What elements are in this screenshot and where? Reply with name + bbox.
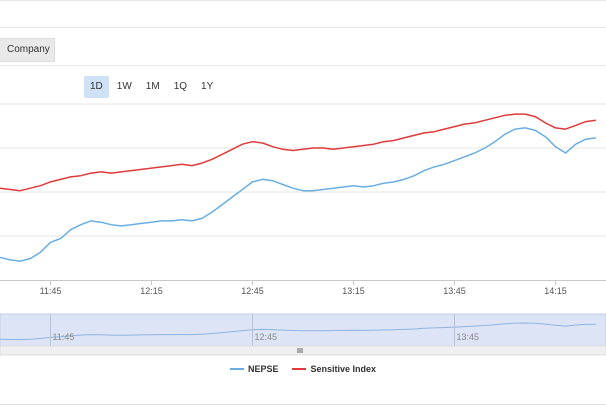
x-tick-label: 11:45 — [40, 286, 62, 296]
x-axis-ticks: 11:45 12:15 12:45 13:15 13:45 14:15 — [40, 280, 567, 296]
chart-legend: NEPSE Sensitive Index — [0, 364, 606, 374]
nepse-series-line — [0, 127, 596, 262]
legend-nepse-swatch — [229, 368, 244, 370]
range-1d-button[interactable]: 1D — [84, 76, 109, 98]
legend-item-nepse[interactable]: NEPSE — [229, 364, 279, 374]
legend-item-sensitive[interactable]: Sensitive Index — [292, 364, 376, 374]
navigator-series-line — [0, 322, 596, 341]
header-divider — [0, 27, 606, 28]
navigator-selection — [0, 313, 606, 347]
company-button[interactable]: Company — [0, 38, 55, 62]
sensitive-index-series-line — [0, 113, 596, 192]
chart-gridlines — [0, 103, 606, 281]
navigator-tick-label: 11:45 — [53, 332, 75, 342]
chart-series — [0, 113, 596, 262]
range-1q-button[interactable]: 1Q — [173, 81, 188, 92]
x-tick-label: 12:15 — [140, 286, 163, 296]
top-border — [0, 0, 606, 1]
navigator-scrollbar — [0, 345, 606, 356]
legend-sensitive-label: Sensitive Index — [310, 364, 377, 374]
x-tick-label: 13:15 — [342, 286, 365, 296]
range-1m-button[interactable]: 1M — [145, 81, 160, 92]
navigator[interactable]: 11:45 12:45 13:45 — [0, 313, 606, 356]
x-tick-label: 14:15 — [544, 286, 567, 296]
x-tick-label: 13:45 — [443, 286, 466, 296]
x-tick-label: 12:45 — [241, 286, 264, 296]
range-1w-button[interactable]: 1W — [116, 81, 132, 92]
navigator-tick-label: 12:45 — [255, 332, 278, 342]
range-1y-button[interactable]: 1Y — [201, 81, 214, 92]
toolbar-divider — [0, 65, 606, 66]
price-chart[interactable]: 11:45 12:15 12:45 13:15 13:45 14:15 11:45 12:4… — [0, 0, 606, 360]
bottom-border — [0, 404, 606, 405]
legend-sensitive-swatch — [292, 368, 307, 370]
legend-nepse-label: NEPSE — [247, 364, 279, 374]
navigator-tick-label: 13:45 — [457, 332, 480, 342]
range-selector: 1D 1W 1M 1Q 1Y — [84, 76, 221, 98]
